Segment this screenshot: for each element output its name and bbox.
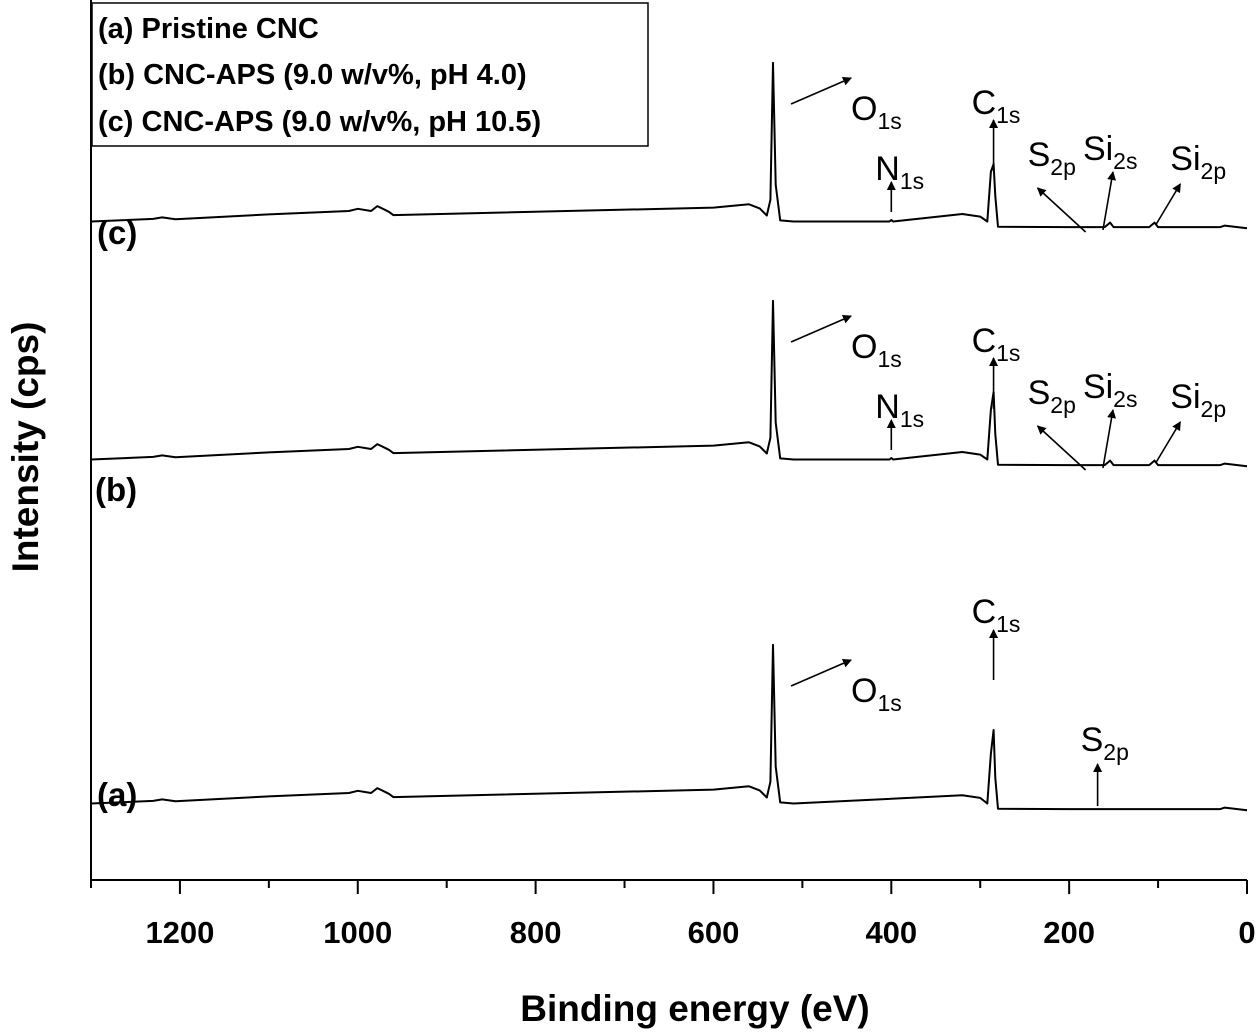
peak-label-c1s: C1s <box>972 84 1021 128</box>
series-line-2 <box>90 61 1248 230</box>
peak-label-si2s: Si2s <box>1083 368 1138 412</box>
peak-label-o1s: O1s <box>851 672 902 716</box>
x-tick-label: 1200 <box>145 915 214 950</box>
x-tick-label: 1000 <box>323 915 392 950</box>
plot-frame-layer: 1200 1000 800 600 400 200 0 <box>90 0 1256 950</box>
peak-element: N <box>875 150 900 188</box>
legend-entry-c: (c) CNC-APS (9.0 w/v%, pH 10.5) <box>98 106 541 138</box>
peak-orbital: 2s <box>1113 386 1137 412</box>
peak-arrow <box>790 315 852 343</box>
series-line-0 <box>90 643 1248 812</box>
peak-label-si2s: Si2s <box>1083 130 1138 174</box>
peak-label-s2p: S2p <box>1081 721 1129 765</box>
peak-element: Si <box>1083 368 1113 406</box>
peak-orbital: 1s <box>877 690 901 716</box>
x-tick-label: 400 <box>865 915 917 950</box>
legend-entry-a: (a) Pristine CNC <box>98 13 319 45</box>
peak-label-si2p: Si2p <box>1170 140 1226 184</box>
peak-element: C <box>972 322 997 360</box>
peak-orbital: 1s <box>996 611 1020 637</box>
peak-element: O <box>851 672 877 710</box>
x-tick-label: 0 <box>1238 915 1255 950</box>
peak-label-n1s: N1s <box>875 150 924 194</box>
peak-element: S <box>1081 721 1104 759</box>
peak-label-o1s: O1s <box>851 90 902 134</box>
peak-orbital: 1s <box>877 108 901 134</box>
peak-arrow <box>1102 409 1117 469</box>
x-tick-label: 800 <box>510 915 562 950</box>
x-tick-label: 200 <box>1043 915 1095 950</box>
peak-label-s2p: S2p <box>1028 374 1076 418</box>
peak-arrow <box>790 659 852 687</box>
legend-box <box>91 2 649 147</box>
peak-arrow <box>1155 421 1181 463</box>
peak-element: O <box>851 328 877 366</box>
peak-element: Si <box>1170 378 1200 416</box>
x-axis-title: Binding energy (eV) <box>520 988 869 1029</box>
legend-entry-b: (b) CNC-APS (9.0 w/v%, pH 4.0) <box>98 59 527 91</box>
peak-element: O <box>851 90 877 128</box>
peak-orbital: 2p <box>1201 158 1227 184</box>
series-label-0: (a) <box>97 776 137 813</box>
peak-element: C <box>972 593 997 631</box>
peak-orbital: 1s <box>996 102 1020 128</box>
peak-orbital: 1s <box>900 406 924 432</box>
peak-orbital: 2s <box>1113 148 1137 174</box>
peak-arrow <box>790 77 852 105</box>
peak-orbital: 1s <box>877 346 901 372</box>
series-label-2: (c) <box>97 214 137 251</box>
peak-arrow <box>1155 183 1181 225</box>
peak-arrow <box>1036 187 1087 233</box>
peak-label-o1s: O1s <box>851 328 902 372</box>
series-line-1 <box>90 299 1248 468</box>
peak-orbital: 2p <box>1103 739 1129 765</box>
peak-arrow <box>1102 171 1117 231</box>
peak-label-c1s: C1s <box>972 322 1021 366</box>
peak-orbital: 2p <box>1050 392 1076 418</box>
peak-orbital: 2p <box>1050 154 1076 180</box>
peak-orbital: 2p <box>1201 396 1227 422</box>
peak-label-s2p: S2p <box>1028 136 1076 180</box>
series-layer: (a) (b) (c) <box>90 61 1248 813</box>
peak-label-n1s: N1s <box>875 388 924 432</box>
peak-arrow <box>1036 425 1087 471</box>
peak-element: S <box>1028 374 1051 412</box>
series-label-1: (b) <box>95 471 137 508</box>
peak-label-si2p: Si2p <box>1170 378 1226 422</box>
peak-label-c1s: C1s <box>972 593 1021 637</box>
x-tick-label: 600 <box>688 915 740 950</box>
peak-element: Si <box>1170 140 1200 178</box>
y-axis-title: Intensity (cps) <box>5 322 46 573</box>
peak-element: N <box>875 388 900 426</box>
legend: (a) Pristine CNC (b) CNC-APS (9.0 w/v%, … <box>91 2 649 147</box>
peak-orbital: 1s <box>900 168 924 194</box>
peak-element: Si <box>1083 130 1113 168</box>
peak-element: C <box>972 84 997 122</box>
peak-orbital: 1s <box>996 340 1020 366</box>
peak-element: S <box>1028 136 1051 174</box>
